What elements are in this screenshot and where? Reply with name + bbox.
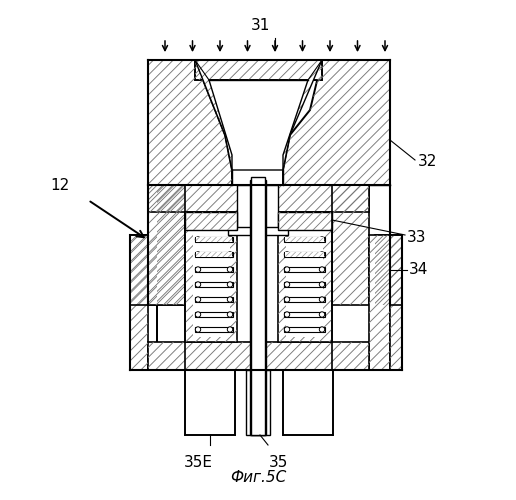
- Bar: [284, 327, 325, 332]
- Circle shape: [195, 312, 201, 317]
- Circle shape: [228, 252, 233, 257]
- Polygon shape: [196, 252, 232, 257]
- Bar: [284, 282, 325, 287]
- Circle shape: [319, 252, 325, 257]
- Circle shape: [284, 252, 289, 257]
- Polygon shape: [332, 185, 369, 305]
- Circle shape: [319, 312, 325, 317]
- Polygon shape: [130, 235, 157, 305]
- Polygon shape: [285, 252, 324, 257]
- Circle shape: [228, 327, 233, 332]
- Polygon shape: [278, 212, 332, 230]
- Text: 12: 12: [51, 178, 70, 192]
- Bar: [185, 370, 235, 435]
- Circle shape: [284, 327, 289, 332]
- Circle shape: [195, 297, 201, 302]
- Polygon shape: [195, 60, 232, 170]
- Circle shape: [228, 297, 233, 302]
- Bar: [284, 252, 325, 257]
- Text: 31: 31: [250, 18, 270, 32]
- Circle shape: [228, 237, 233, 242]
- Polygon shape: [369, 235, 390, 370]
- Circle shape: [284, 267, 289, 272]
- Text: 34: 34: [409, 262, 428, 278]
- Polygon shape: [283, 60, 322, 170]
- Polygon shape: [283, 60, 390, 185]
- Circle shape: [319, 297, 325, 302]
- Circle shape: [319, 327, 325, 332]
- Bar: [283, 370, 333, 435]
- Polygon shape: [130, 235, 148, 370]
- Bar: [193, 217, 230, 337]
- Bar: [195, 282, 233, 287]
- Bar: [286, 217, 323, 337]
- Bar: [195, 237, 233, 242]
- Bar: [251, 177, 265, 435]
- Bar: [250, 180, 266, 435]
- Bar: [195, 327, 233, 332]
- Bar: [284, 237, 325, 242]
- Polygon shape: [148, 185, 369, 212]
- Circle shape: [195, 282, 201, 287]
- Circle shape: [284, 312, 289, 317]
- Polygon shape: [148, 60, 232, 185]
- Text: 32: 32: [418, 154, 438, 170]
- Bar: [284, 267, 325, 272]
- Circle shape: [319, 237, 325, 242]
- Text: 33: 33: [407, 230, 427, 244]
- Text: 35: 35: [268, 455, 288, 470]
- Bar: [228, 227, 288, 235]
- Circle shape: [228, 282, 233, 287]
- Circle shape: [228, 267, 233, 272]
- Polygon shape: [285, 237, 324, 242]
- Polygon shape: [278, 212, 332, 342]
- Polygon shape: [390, 235, 402, 370]
- Circle shape: [284, 282, 289, 287]
- Circle shape: [195, 327, 201, 332]
- Polygon shape: [196, 237, 232, 242]
- Polygon shape: [185, 212, 237, 230]
- Polygon shape: [209, 80, 308, 170]
- Polygon shape: [148, 342, 369, 370]
- Circle shape: [284, 297, 289, 302]
- Bar: [284, 297, 325, 302]
- Bar: [195, 267, 233, 272]
- Text: 35Е: 35Е: [184, 455, 213, 470]
- Bar: [195, 252, 233, 257]
- Circle shape: [319, 282, 325, 287]
- Bar: [284, 312, 325, 317]
- Polygon shape: [157, 185, 185, 370]
- Bar: [246, 370, 270, 435]
- Circle shape: [284, 237, 289, 242]
- Polygon shape: [195, 60, 322, 80]
- Bar: [195, 297, 233, 302]
- Bar: [195, 312, 233, 317]
- Circle shape: [319, 267, 325, 272]
- Polygon shape: [148, 185, 185, 305]
- Polygon shape: [185, 212, 237, 342]
- Circle shape: [195, 237, 201, 242]
- Bar: [237, 185, 278, 230]
- Circle shape: [195, 267, 201, 272]
- Circle shape: [228, 312, 233, 317]
- Circle shape: [195, 252, 201, 257]
- Polygon shape: [375, 235, 402, 305]
- Text: Фиг.5С: Фиг.5С: [230, 470, 286, 486]
